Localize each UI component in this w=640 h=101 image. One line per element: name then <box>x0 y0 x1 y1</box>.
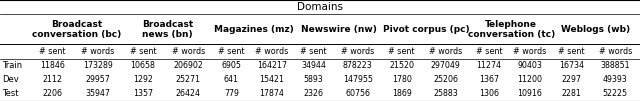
Text: 17874: 17874 <box>260 89 284 98</box>
Text: Pivot corpus (pc): Pivot corpus (pc) <box>383 25 470 34</box>
Text: Magazines (mz): Magazines (mz) <box>214 25 294 34</box>
Text: # sent: # sent <box>388 47 415 56</box>
Text: Domains: Domains <box>297 2 343 12</box>
Text: 15421: 15421 <box>259 75 285 84</box>
Text: 641: 641 <box>224 75 239 84</box>
Text: # words: # words <box>81 47 115 56</box>
Text: # sent: # sent <box>39 47 65 56</box>
Text: # words: # words <box>341 47 374 56</box>
Text: 16734: 16734 <box>559 61 584 70</box>
Text: 2112: 2112 <box>42 75 62 84</box>
Text: # sent: # sent <box>130 47 156 56</box>
Text: 1367: 1367 <box>479 75 499 84</box>
Text: 147955: 147955 <box>343 75 372 84</box>
Text: 1869: 1869 <box>392 89 412 98</box>
Text: 164217: 164217 <box>257 61 287 70</box>
Text: 21520: 21520 <box>389 61 414 70</box>
Text: Newswire (nw): Newswire (nw) <box>301 25 376 34</box>
Text: Telephone
conversation (tc): Telephone conversation (tc) <box>468 20 555 39</box>
Text: 6905: 6905 <box>221 61 241 70</box>
Text: 11846: 11846 <box>40 61 65 70</box>
Text: # words: # words <box>172 47 205 56</box>
Text: 5893: 5893 <box>304 75 324 84</box>
Text: 878223: 878223 <box>343 61 372 70</box>
Text: 2297: 2297 <box>561 75 581 84</box>
Text: 388851: 388851 <box>600 61 630 70</box>
Text: Test: Test <box>2 89 19 98</box>
Text: 90403: 90403 <box>517 61 542 70</box>
Text: Weblogs (wb): Weblogs (wb) <box>561 25 630 34</box>
Text: # sent: # sent <box>476 47 502 56</box>
Text: Train: Train <box>2 61 22 70</box>
Text: # words: # words <box>598 47 632 56</box>
Text: 25271: 25271 <box>176 75 201 84</box>
Text: 49393: 49393 <box>603 75 628 84</box>
Text: # words: # words <box>255 47 289 56</box>
Text: 29957: 29957 <box>85 75 110 84</box>
Text: 1306: 1306 <box>479 89 499 98</box>
Text: 10658: 10658 <box>131 61 156 70</box>
Text: 52225: 52225 <box>603 89 628 98</box>
Text: 2326: 2326 <box>304 89 324 98</box>
Text: 35947: 35947 <box>85 89 110 98</box>
Text: 25883: 25883 <box>433 89 458 98</box>
Text: 206902: 206902 <box>173 61 204 70</box>
Text: 60756: 60756 <box>345 89 370 98</box>
Text: 173289: 173289 <box>83 61 113 70</box>
Text: 25206: 25206 <box>433 75 458 84</box>
Text: # sent: # sent <box>558 47 584 56</box>
Text: 2206: 2206 <box>42 89 62 98</box>
Text: 11274: 11274 <box>476 61 501 70</box>
Text: 779: 779 <box>224 89 239 98</box>
Text: 297049: 297049 <box>431 61 461 70</box>
Text: 1292: 1292 <box>133 75 153 84</box>
Text: Broadcast
news (bn): Broadcast news (bn) <box>142 20 193 39</box>
Text: Dev: Dev <box>2 75 19 84</box>
Text: # words: # words <box>429 47 462 56</box>
Text: 1357: 1357 <box>133 89 153 98</box>
Text: # words: # words <box>513 47 546 56</box>
Text: 1780: 1780 <box>392 75 412 84</box>
Text: 2281: 2281 <box>561 89 581 98</box>
Text: 26424: 26424 <box>176 89 201 98</box>
Text: 10916: 10916 <box>517 89 542 98</box>
Text: Broadcast
conversation (bc): Broadcast conversation (bc) <box>33 20 122 39</box>
Text: # sent: # sent <box>300 47 327 56</box>
Text: 11200: 11200 <box>517 75 542 84</box>
Text: # sent: # sent <box>218 47 244 56</box>
Text: 34944: 34944 <box>301 61 326 70</box>
